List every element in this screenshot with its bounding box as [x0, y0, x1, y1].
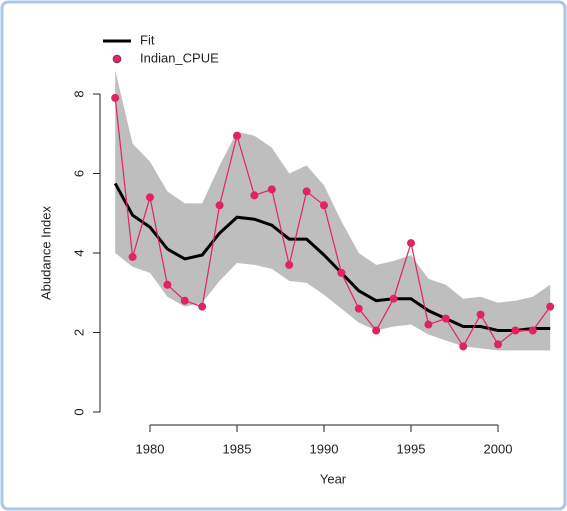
- x-tick-label: 1995: [397, 441, 426, 456]
- data-point: [372, 326, 381, 335]
- x-tick-label: 1980: [136, 441, 165, 456]
- y-tick-label: 6: [71, 170, 86, 177]
- data-point: [215, 201, 224, 210]
- data-point: [320, 201, 328, 210]
- y-axis-label: Abudance Index: [38, 206, 53, 300]
- y-tick-label: 4: [71, 249, 86, 256]
- data-point: [285, 260, 294, 269]
- y-tick-label: 8: [71, 90, 86, 97]
- data-point: [128, 252, 137, 261]
- x-tick-label: 2000: [484, 441, 513, 456]
- legend-marker: [112, 54, 122, 64]
- data-point: [528, 326, 537, 335]
- data-point: [180, 296, 189, 305]
- data-point: [389, 294, 398, 303]
- data-point: [546, 302, 555, 311]
- data-point: [163, 280, 172, 289]
- data-point: [146, 193, 154, 202]
- data-point: [337, 268, 346, 277]
- data-point: [198, 302, 207, 311]
- data-point: [302, 187, 311, 196]
- data-point: [267, 185, 276, 194]
- x-tick-label: 1990: [310, 441, 339, 456]
- data-point: [233, 131, 241, 140]
- x-tick-label: 1985: [223, 441, 252, 456]
- data-point: [424, 320, 433, 329]
- data-point: [407, 239, 415, 248]
- data-point: [111, 93, 120, 102]
- data-point: [441, 314, 450, 323]
- data-point: [250, 191, 259, 200]
- y-tick-label: 0: [71, 408, 86, 415]
- data-point: [511, 326, 520, 335]
- x-axis-label: Year: [320, 471, 347, 486]
- y-tick-label: 2: [71, 329, 86, 336]
- data-point: [459, 342, 468, 351]
- series-line: [113, 182, 551, 333]
- confidence-band: [115, 70, 551, 351]
- data-point: [494, 340, 502, 349]
- legend-label: Indian_CPUE: [140, 50, 219, 65]
- data-point: [354, 304, 363, 313]
- data-point: [476, 310, 485, 319]
- legend-label: Fit: [140, 32, 155, 47]
